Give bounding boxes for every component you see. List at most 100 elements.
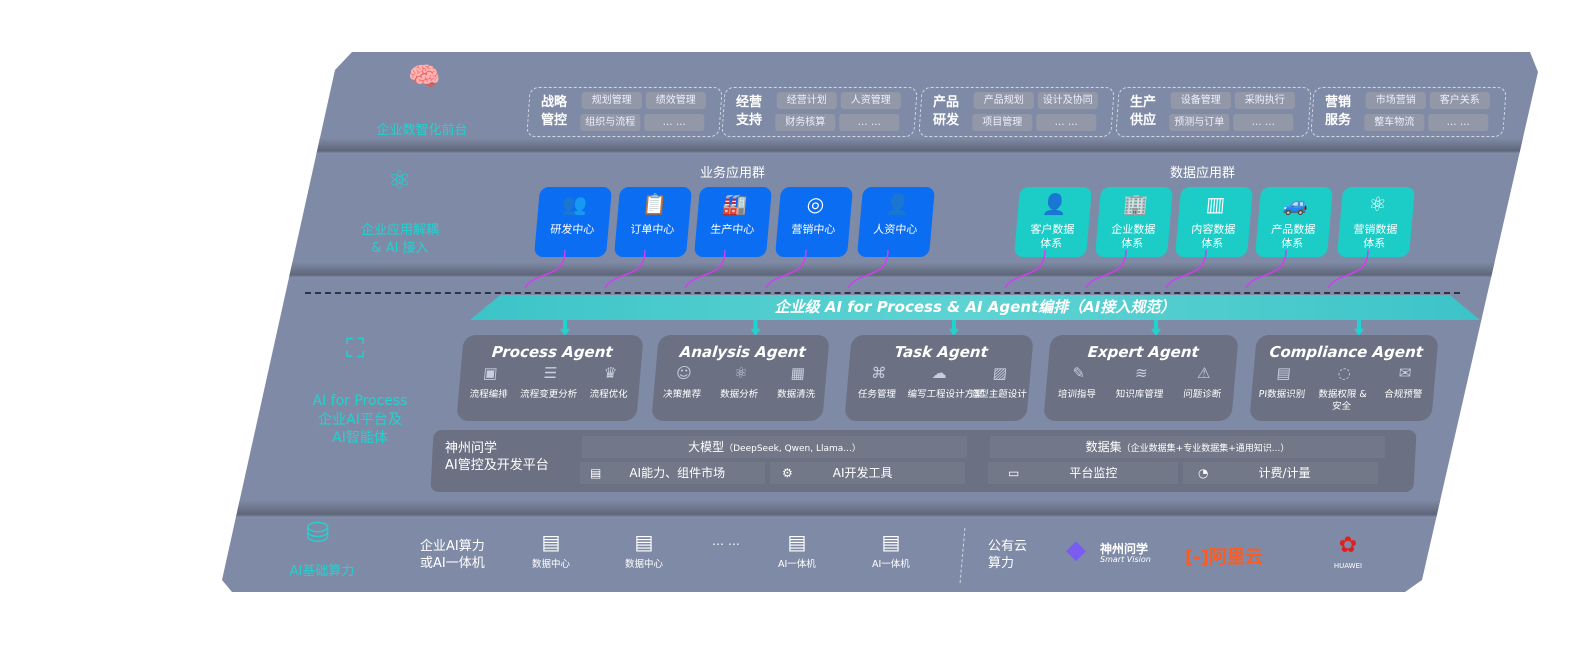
- capability-label: 合规预警: [1383, 389, 1423, 400]
- agent-capabilities: ⌘ 任务管理 ☁ 编写工程设计方案 ▨ 造型主题设计: [846, 364, 1031, 401]
- down-arrow-icon: [750, 320, 761, 336]
- connector-curve: [1165, 249, 1207, 289]
- connector-curve: [1245, 249, 1287, 289]
- agent-card[interactable]: Analysis Agent ☺ 决策推荐 ⚛ 数据分析 ▦ 数据清洗: [651, 335, 830, 421]
- capability-label: 流程变更分析: [519, 389, 578, 400]
- agent-name: Analysis Agent: [679, 343, 807, 361]
- cloud-label: 公有云 算力: [988, 539, 1028, 571]
- capability-label: 问题诊断: [1182, 389, 1222, 400]
- capability-icon: ⚛: [733, 364, 749, 382]
- data-apps-title: 数据应用群: [1170, 166, 1236, 181]
- devtools-label: AI开发工具: [832, 466, 893, 480]
- molecule-icon: ⚛: [388, 166, 412, 196]
- connector-curve: [1085, 249, 1127, 289]
- agent-capability: ✉ 合规预警: [1372, 364, 1436, 413]
- market-icon: ▤: [590, 466, 602, 480]
- capability-label: 流程优化: [589, 389, 629, 400]
- connector-curve: [684, 249, 726, 289]
- agent-capability: ⚛ 数据分析: [710, 364, 769, 401]
- smartvision-logo-icon: ◆: [1066, 535, 1086, 565]
- layer-label-ai-en: AI for Process: [312, 393, 408, 409]
- capability-label: 数据清洗: [776, 389, 816, 400]
- down-arrow-icon: [1354, 320, 1364, 336]
- connector-curve: [604, 249, 646, 289]
- llm-bar: 大模型（DeepSeek, Qwen, Llama...）: [582, 436, 967, 458]
- agent-capabilities: ▤ PI数据识别 ◌ 数据权限 & 安全 ✉ 合规预警: [1250, 364, 1436, 413]
- capability-icon: ✉: [1397, 364, 1413, 382]
- monitor-bar[interactable]: ▭ 平台监控: [988, 462, 1178, 484]
- smartvision-en: Smart Vision: [1100, 555, 1151, 564]
- infra-node: ▤ 数据中心: [625, 530, 664, 570]
- capability-icon: ♛: [602, 364, 618, 382]
- agent-capability: ☺ 决策推荐: [653, 364, 712, 401]
- agent-capability: ▨ 造型主题设计: [968, 364, 1031, 401]
- capability-icon: ▦: [790, 364, 806, 382]
- brain-icon: 🧠: [408, 62, 441, 92]
- agent-card[interactable]: Expert Agent ✎ 培训指导 ≋ 知识库管理 ⚠ 问题诊断: [1043, 335, 1239, 421]
- layer-divider: [222, 262, 1538, 278]
- agent-name: Task Agent: [893, 343, 989, 361]
- capability-label: 造型主题设计: [969, 389, 1028, 400]
- connector-curve: [1004, 249, 1046, 289]
- aliyun-logo: [-]阿里云: [1185, 547, 1263, 568]
- server-icon: ▤: [634, 530, 654, 554]
- billing-bar[interactable]: ◔ 计费/计量: [1183, 462, 1378, 484]
- platform-title: 神州问学 AI管控及开发平台: [445, 441, 549, 473]
- dashed-divider: [305, 292, 1460, 294]
- agent-capability: ▦ 数据清洗: [767, 364, 826, 401]
- server-icon: ▤: [541, 530, 561, 554]
- database-icon: ⛁: [306, 516, 330, 549]
- dataset-label: 数据集: [1085, 440, 1122, 454]
- capability-icon: ▣: [482, 364, 499, 382]
- capability-icon: ☁: [931, 364, 948, 382]
- connector-curve: [1327, 249, 1369, 289]
- layer-divider: [222, 138, 1538, 154]
- devtools-icon: ⚙: [782, 466, 793, 480]
- layer-label-infra: AI基础算力: [289, 564, 355, 579]
- capability-icon: ▤: [1275, 364, 1292, 382]
- llm-label: 大模型: [688, 440, 725, 454]
- capability-icon: ◌: [1337, 364, 1352, 382]
- capability-icon: ⚠: [1196, 364, 1212, 382]
- agent-capability: ☁ 编写工程设计方案: [907, 364, 984, 401]
- agent-capability: ✎ 培训指导: [1045, 364, 1110, 401]
- agent-capabilities: ▣ 流程编排 ☰ 流程变更分析 ♛ 流程优化: [458, 364, 641, 401]
- gauge-icon: ◔: [1198, 466, 1209, 480]
- capability-icon: ☰: [542, 364, 558, 382]
- capability-icon: ☺: [675, 364, 693, 382]
- agent-capability: ▤ PI数据识别: [1250, 364, 1314, 413]
- agent-card[interactable]: Compliance Agent ▤ PI数据识别 ◌ 数据权限 & 安全 ✉ 合规预警: [1249, 335, 1439, 421]
- monitor-label: 平台监控: [1069, 466, 1118, 480]
- infra-node: ▤ AI一体机: [778, 530, 816, 570]
- down-arrow-icon: [949, 320, 959, 336]
- agent-capability: ▣ 流程编排: [458, 364, 520, 401]
- server-icon: ▤: [881, 530, 901, 554]
- dataset-note: （企业数据集+专业数据集+通用知识...）: [1121, 444, 1290, 454]
- capability-icon: ✎: [1071, 364, 1086, 382]
- billing-label: 计费/计量: [1258, 466, 1311, 480]
- agent-card[interactable]: Process Agent ▣ 流程编排 ☰ 流程变更分析 ♛ 流程优化: [456, 335, 644, 421]
- layer-label-apps: 企业应用解耦 & AI 接入: [360, 223, 439, 256]
- infra-node: ▤ 数据中心: [532, 530, 571, 570]
- monitor-icon: ▭: [1008, 466, 1020, 480]
- market-bar[interactable]: ▤ AI能力、组件市场: [580, 462, 765, 484]
- devtools-bar[interactable]: ⚙ AI开发工具: [770, 462, 965, 484]
- infra-node: ▤ AI一体机: [872, 530, 910, 570]
- connector-curve: [524, 249, 566, 289]
- agent-capabilities: ✎ 培训指导 ≋ 知识库管理 ⚠ 问题诊断: [1045, 364, 1236, 401]
- agent-capability: ◌ 数据权限 & 安全: [1311, 364, 1375, 413]
- agent-card[interactable]: Task Agent ⌘ 任务管理 ☁ 编写工程设计方案 ▨ 造型主题设计: [844, 335, 1034, 421]
- capability-label: PI数据识别: [1258, 389, 1306, 400]
- layer-label-front: 企业数智化前台: [376, 123, 468, 138]
- huawei-name: HUAWEI: [1333, 562, 1363, 570]
- dataset-bar: 数据集（企业数据集+专业数据集+通用知识...）: [990, 436, 1385, 458]
- capability-icon: ⌘: [870, 364, 888, 382]
- capability-icon: ≋: [1134, 364, 1149, 382]
- agent-name: Expert Agent: [1086, 343, 1200, 361]
- server-icon: ▤: [787, 530, 807, 554]
- agent-capability: ⌘ 任务管理: [846, 364, 909, 401]
- biz-apps-title: 业务应用群: [700, 166, 766, 181]
- capability-label: 知识库管理: [1115, 389, 1164, 400]
